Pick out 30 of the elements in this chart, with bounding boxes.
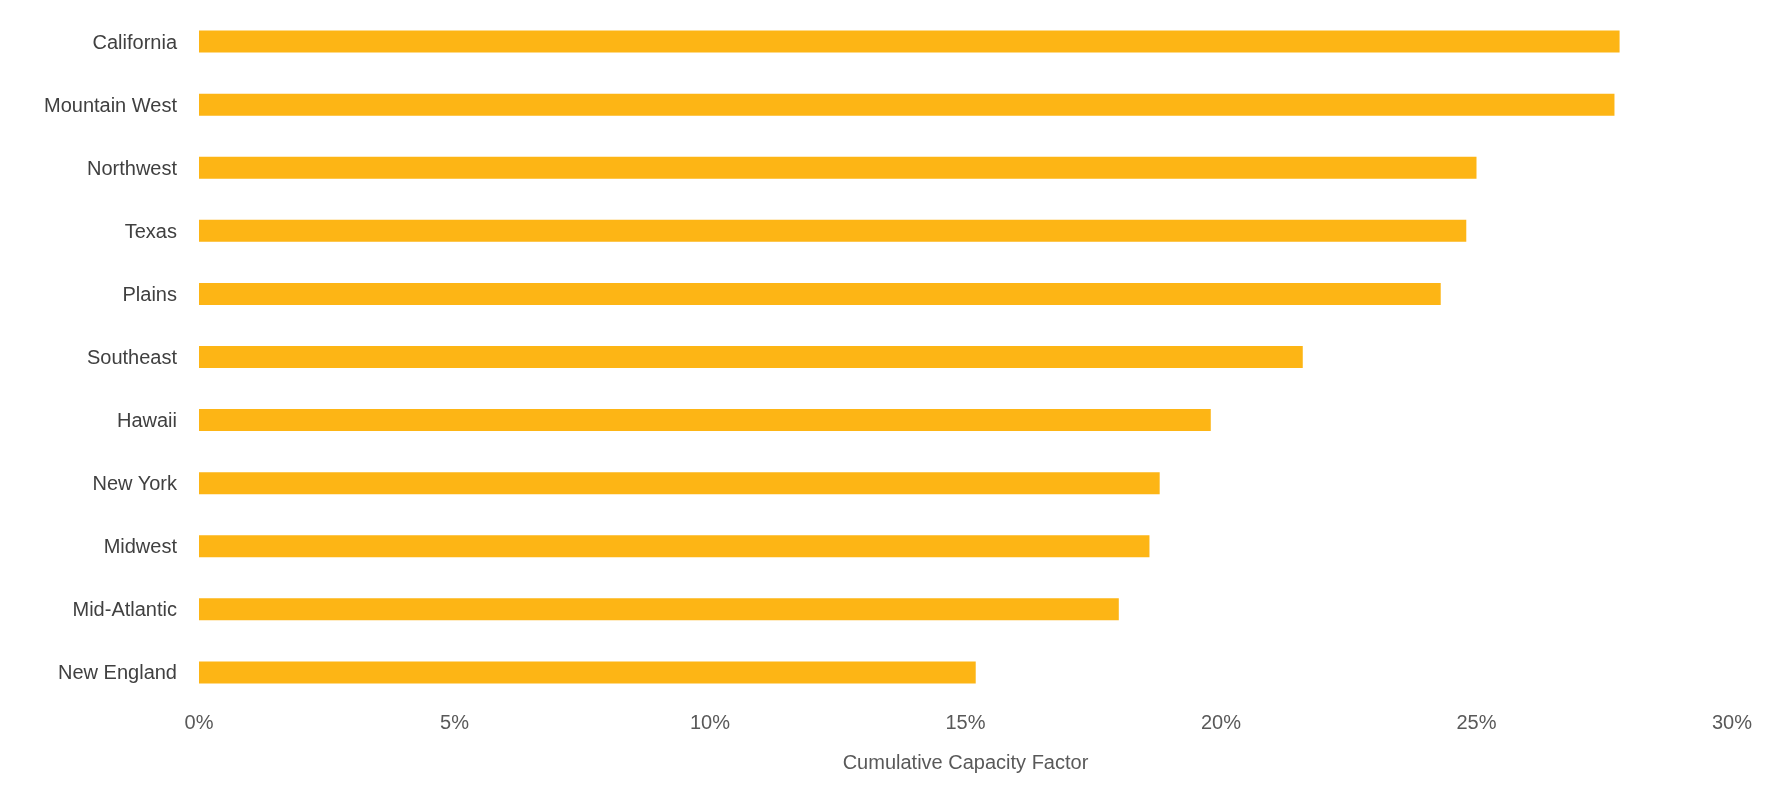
x-tick-label: 0%: [184, 711, 214, 733]
y-tick-label: Northwest: [86, 156, 178, 179]
y-tick-label: Texas: [124, 219, 177, 242]
bar: [199, 30, 1620, 53]
bar: [199, 156, 1477, 179]
bar: [199, 282, 1441, 305]
y-tick-label: Hawaii: [116, 409, 177, 432]
y-tick-label: Plains: [122, 282, 177, 305]
y-tick-label: Mountain West: [43, 93, 178, 116]
bar: [199, 409, 1211, 432]
x-tick-label: 5%: [440, 711, 470, 733]
bar: [199, 598, 1119, 621]
y-tick-label: New York: [92, 472, 178, 495]
x-tick-label: 15%: [945, 711, 986, 733]
y-tick-label: Southeast: [86, 346, 178, 368]
bar: [199, 661, 976, 684]
bar: [199, 535, 1150, 558]
bar: [199, 472, 1160, 495]
y-tick-label: New England: [58, 661, 177, 684]
x-axis-title: Cumulative Capacity Factor: [842, 751, 1089, 773]
x-tick-label: 25%: [1456, 711, 1497, 733]
y-tick-label: Mid-Atlantic: [72, 598, 177, 621]
y-tick-label: Midwest: [103, 535, 178, 558]
x-tick-label: 10%: [689, 711, 731, 733]
bar: [199, 93, 1615, 116]
x-tick-label: 20%: [1200, 711, 1242, 733]
bar: [199, 219, 1467, 242]
bar: [199, 346, 1303, 368]
y-tick-label: California: [92, 30, 178, 53]
x-tick-label: 30%: [1711, 711, 1753, 733]
